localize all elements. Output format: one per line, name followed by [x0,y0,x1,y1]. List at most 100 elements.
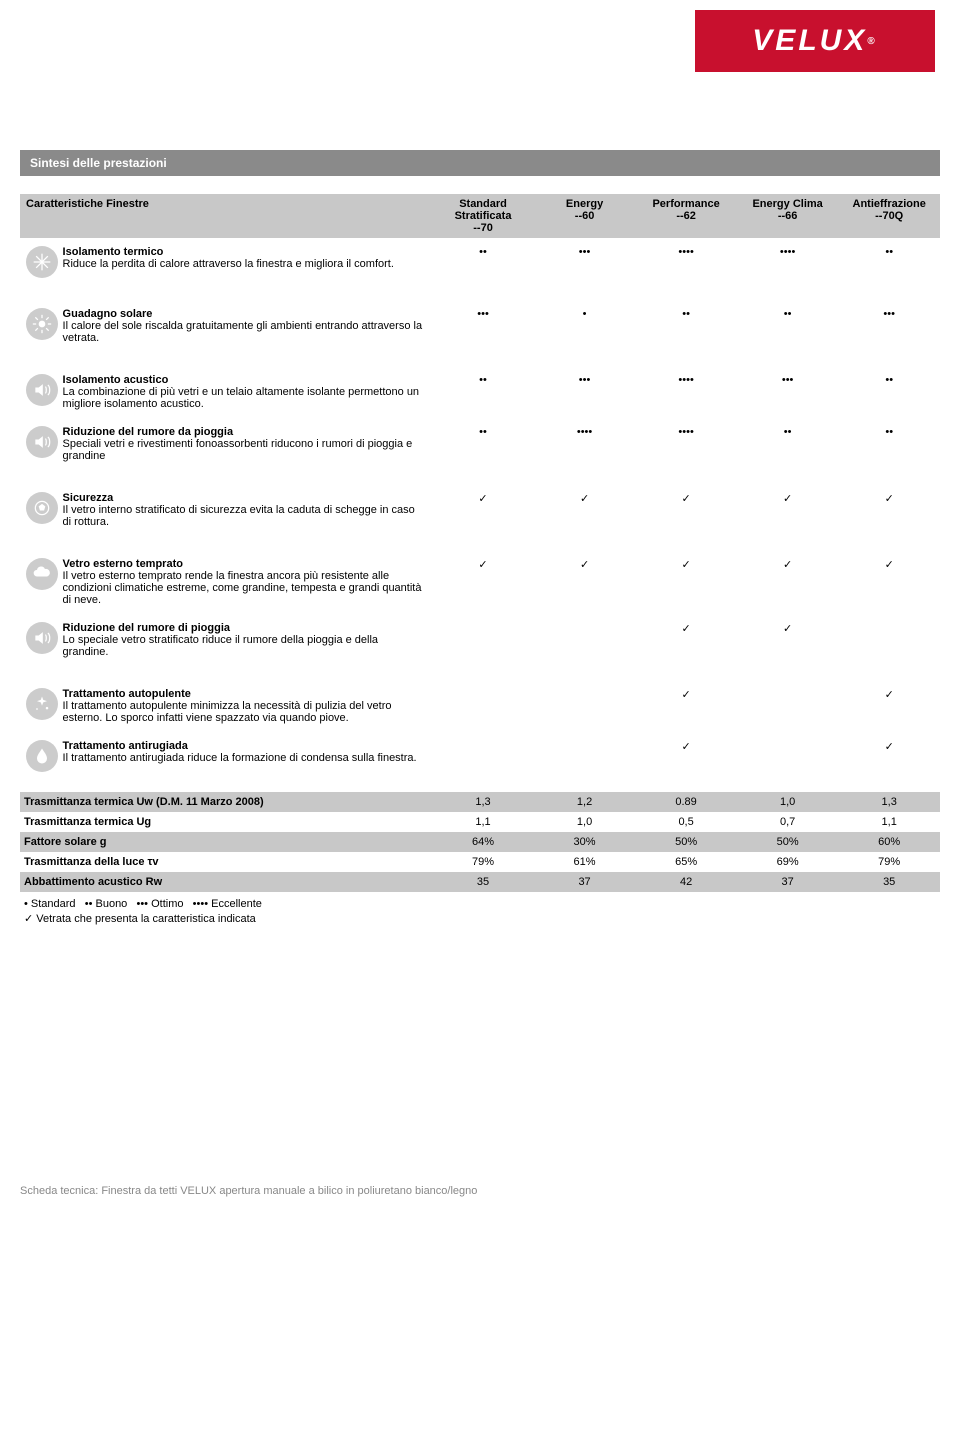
feature-row: Riduzione del rumore da pioggiaSpeciali … [20,418,940,470]
feature-value: ••• [432,300,534,352]
metric-value: 0.89 [635,792,737,812]
feature-value: ✓ [737,550,839,614]
snowflake-icon [26,246,58,278]
metric-row: Trasmittanza termica Uw (D.M. 11 Marzo 2… [20,792,940,812]
feature-row: Trattamento autopulenteIl trattamento au… [20,680,940,732]
feature-row: Trattamento antirugiadaIl trattamento an… [20,732,940,780]
feature-desc: Lo speciale vetro stratificato riduce il… [63,634,379,658]
feature-value: ✓ [534,484,636,536]
col-header-features: Caratteristiche Finestre [20,194,432,238]
feature-value [432,732,534,780]
feature-row: Isolamento termicoRiduce la perdita di c… [20,238,940,286]
legend-item: ••• Ottimo [136,898,183,910]
metric-value: 0,7 [737,812,839,832]
metric-value: 1,1 [838,812,940,832]
sparkle-icon [26,688,58,720]
feature-row: SicurezzaIl vetro interno stratificato d… [20,484,940,536]
metric-row: Trasmittanza termica Ug1,11,00,50,71,1 [20,812,940,832]
feature-desc: Il vetro interno stratificato di sicurez… [63,504,415,528]
feature-value: ••• [534,238,636,286]
legend-item: •• Buono [85,898,128,910]
metric-value: 79% [432,852,534,872]
metric-value: 35 [838,872,940,892]
metric-value: 30% [534,832,636,852]
brand-text: VELUX [752,24,867,58]
feature-value: ✓ [737,484,839,536]
metric-value: 1,3 [838,792,940,812]
feature-title: Sicurezza [63,492,114,504]
feature-value: ✓ [838,732,940,780]
sound-icon [26,622,58,654]
feature-row: Guadagno solareIl calore del sole riscal… [20,300,940,352]
feature-value: •••• [635,238,737,286]
sound-icon [26,374,58,406]
feature-value: •• [838,418,940,470]
metric-label: Trasmittanza termica Ug [20,812,432,832]
feature-title: Isolamento termico [63,246,164,258]
feature-value: ✓ [635,680,737,732]
metric-value: 65% [635,852,737,872]
feature-row: Vetro esterno tempratoIl vetro esterno t… [20,550,940,614]
col-header-3: Energy Clima--66 [737,194,839,238]
feature-desc: Speciali vetri e rivestimenti fonoassorb… [63,438,413,462]
feature-value: •• [737,418,839,470]
metric-value: 61% [534,852,636,872]
metric-value: 1,0 [737,792,839,812]
feature-title: Trattamento autopulente [63,688,191,700]
metric-value: 37 [534,872,636,892]
feature-value: ✓ [635,484,737,536]
feature-value: ✓ [635,732,737,780]
metric-value: 1,0 [534,812,636,832]
legend: • Standard •• Buono ••• Ottimo •••• Ecce… [20,898,940,925]
metric-value: 42 [635,872,737,892]
metric-value: 1,2 [534,792,636,812]
metric-label: Abbattimento acustico Rw [20,872,432,892]
feature-title: Trattamento antirugiada [63,740,188,752]
legend-item: • Standard [24,898,76,910]
feature-value [432,680,534,732]
feature-value: • [534,300,636,352]
performance-table: Caratteristiche FinestreStandardStratifi… [20,194,940,892]
ball-icon [26,492,58,524]
metric-value: 69% [737,852,839,872]
feature-value: •••• [534,418,636,470]
feature-value: •• [737,300,839,352]
col-header-4: Antieffrazione--70Q [838,194,940,238]
drop-icon [26,740,58,772]
feature-value: •• [432,366,534,418]
feature-value: ✓ [432,484,534,536]
metric-label: Trasmittanza della luce τv [20,852,432,872]
cloud-icon [26,558,58,590]
col-header-0: StandardStratificata--70 [432,194,534,238]
sound-icon [26,426,58,458]
feature-desc: Il calore del sole riscalda gratuitament… [63,320,423,344]
feature-row: Isolamento acusticoLa combinazione di pi… [20,366,940,418]
metric-row: Fattore solare g64%30%50%50%60% [20,832,940,852]
feature-value: •• [838,238,940,286]
legend-item: •••• Eccellente [193,898,262,910]
feature-desc: Il trattamento antirugiada riduce la for… [63,752,417,764]
feature-value: •• [432,418,534,470]
feature-value [432,614,534,666]
metric-value: 64% [432,832,534,852]
feature-value: ✓ [838,680,940,732]
feature-desc: La combinazione di più vetri e un telaio… [63,386,420,410]
feature-value: ✓ [737,614,839,666]
metric-value: 79% [838,852,940,872]
feature-value: •••• [635,366,737,418]
metric-row: Abbattimento acustico Rw3537423735 [20,872,940,892]
feature-value: ••• [838,300,940,352]
feature-title: Guadagno solare [63,308,153,320]
metric-value: 60% [838,832,940,852]
metric-label: Fattore solare g [20,832,432,852]
feature-value: •••• [635,418,737,470]
feature-value: •• [838,366,940,418]
col-header-2: Performance--62 [635,194,737,238]
feature-row: Riduzione del rumore di pioggiaLo specia… [20,614,940,666]
feature-title: Vetro esterno temprato [63,558,183,570]
brand-logo: VELUX® [690,10,940,72]
metric-value: 0,5 [635,812,737,832]
metric-value: 37 [737,872,839,892]
metric-value: 1,3 [432,792,534,812]
metric-label: Trasmittanza termica Uw (D.M. 11 Marzo 2… [20,792,432,812]
